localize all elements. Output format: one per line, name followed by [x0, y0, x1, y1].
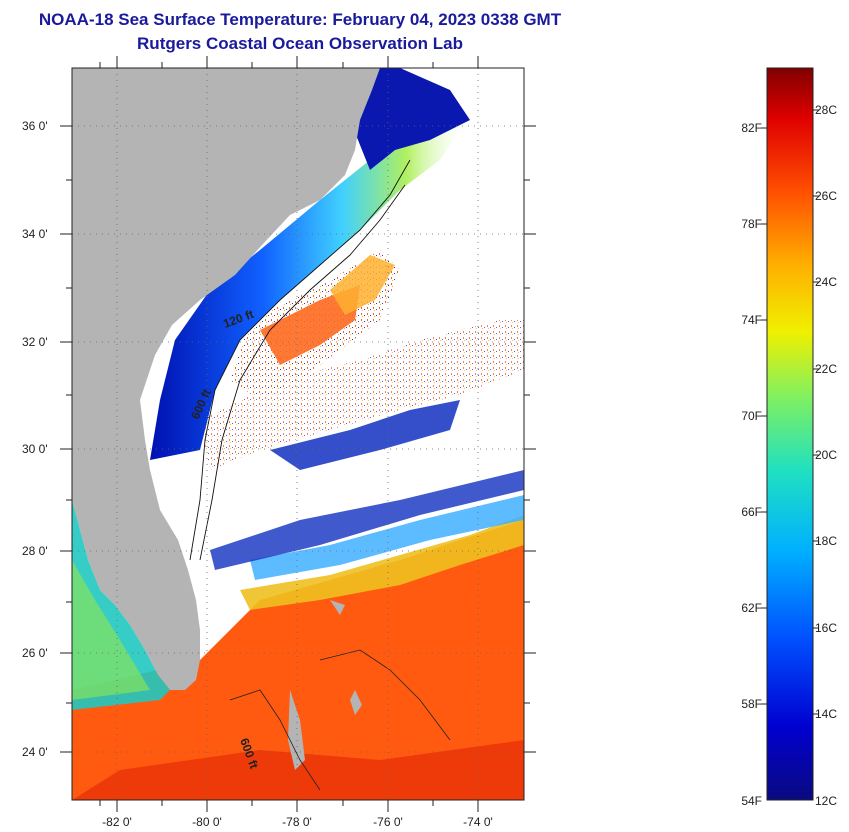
colorbar-c-label: 16C — [815, 621, 837, 635]
warm-water-core — [72, 740, 524, 800]
colorbar-f-label: 74F — [741, 313, 762, 327]
map-frame — [71, 67, 525, 801]
cold-coastal-water — [150, 100, 470, 460]
lon-label: -82 0' — [102, 815, 132, 829]
lon-tick-marks — [99, 56, 479, 812]
colorbar-c-label: 14C — [815, 707, 837, 721]
colorbar-c-label: 28C — [815, 103, 837, 117]
colorbar-c-labels: 28C 26C 24C 22C 20C 18C 16C 14C 12C — [815, 103, 837, 808]
lat-label: 24 0' — [22, 745, 48, 759]
colorbar-c-label: 26C — [815, 189, 837, 203]
colorbar-c-label: 12C — [815, 794, 837, 808]
lat-label: 32 0' — [22, 335, 48, 349]
lat-tick-labels: 36 0' 34 0' 32 0' 30 0' 28 0' 26 0' 24 0… — [22, 119, 48, 759]
colorbar-f-label: 58F — [741, 697, 762, 711]
lon-label: -76 0' — [373, 815, 403, 829]
colorbar-f-label: 78F — [741, 217, 762, 231]
isobath-120ft — [189, 159, 411, 561]
colorbar-f-label: 82F — [741, 121, 762, 135]
land-southeast-us — [72, 68, 380, 690]
map-subtitle: Rutgers Coastal Ocean Observation Lab — [137, 34, 463, 53]
colorbar-ticks — [761, 109, 819, 715]
lat-label: 30 0' — [22, 442, 48, 456]
colorbar-f-label: 62F — [741, 601, 762, 615]
island-andros — [288, 690, 305, 770]
colorbar-c-label: 22C — [815, 362, 837, 376]
lat-label: 36 0' — [22, 119, 48, 133]
colorbar-f-label: 66F — [741, 505, 762, 519]
lon-label: -74 0' — [463, 815, 493, 829]
lon-label: -80 0' — [192, 815, 222, 829]
isobath-600ft — [199, 184, 406, 561]
lat-label: 26 0' — [22, 646, 48, 660]
lon-label: -78 0' — [282, 815, 312, 829]
colorbar-c-label: 24C — [815, 275, 837, 289]
lat-label: 28 0' — [22, 544, 48, 558]
lon-tick-labels: -82 0' -80 0' -78 0' -76 0' -74 0' — [102, 815, 493, 829]
lat-tick-marks — [60, 125, 536, 753]
colorbar-f-labels: 82F 78F 74F 70F 66F 62F 58F 54F — [741, 121, 762, 808]
sst-image — [72, 68, 524, 800]
map-title: NOAA-18 Sea Surface Temperature: Februar… — [38, 10, 562, 29]
colorbar-c-label: 18C — [815, 534, 837, 548]
colorbar-f-label: 54F — [741, 794, 762, 808]
colorbar-c-label: 20C — [815, 448, 837, 462]
colorbar — [766, 67, 814, 801]
colorbar-f-label: 70F — [741, 409, 762, 423]
warm-water-region — [72, 520, 524, 800]
lat-label: 34 0' — [22, 227, 48, 241]
graticule — [72, 68, 524, 800]
